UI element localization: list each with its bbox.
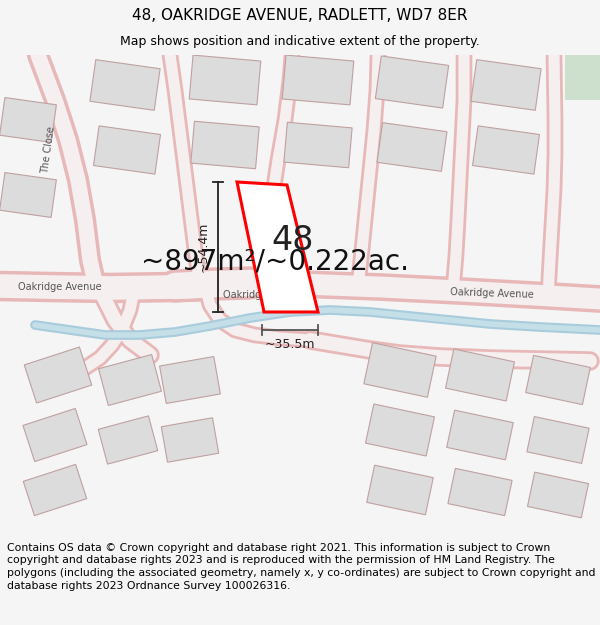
Text: Oakridge Avenue: Oakridge Avenue [223, 290, 307, 300]
Polygon shape [367, 465, 433, 515]
Polygon shape [237, 182, 318, 312]
Polygon shape [365, 404, 434, 456]
Polygon shape [527, 417, 589, 463]
Polygon shape [98, 354, 161, 406]
Polygon shape [191, 121, 259, 169]
Polygon shape [446, 349, 514, 401]
Polygon shape [0, 173, 56, 218]
Text: 48, OAKRIDGE AVENUE, RADLETT, WD7 8ER: 48, OAKRIDGE AVENUE, RADLETT, WD7 8ER [132, 8, 468, 23]
Polygon shape [284, 122, 352, 168]
Polygon shape [473, 126, 539, 174]
Text: Map shows position and indicative extent of the property.: Map shows position and indicative extent… [120, 35, 480, 48]
Text: ~897m²/~0.222ac.: ~897m²/~0.222ac. [141, 247, 409, 275]
Polygon shape [377, 122, 447, 171]
Polygon shape [282, 55, 354, 105]
Polygon shape [98, 416, 158, 464]
Text: Contains OS data © Crown copyright and database right 2021. This information is : Contains OS data © Crown copyright and d… [7, 542, 596, 591]
Polygon shape [0, 98, 56, 142]
Polygon shape [565, 55, 600, 100]
Text: ~54.4m: ~54.4m [197, 222, 210, 272]
Polygon shape [471, 59, 541, 111]
Polygon shape [161, 418, 219, 462]
Polygon shape [364, 342, 436, 398]
Text: 48: 48 [272, 224, 314, 256]
Polygon shape [526, 356, 590, 404]
Polygon shape [94, 126, 160, 174]
Polygon shape [23, 408, 87, 462]
Text: Oakridge Avenue: Oakridge Avenue [450, 286, 534, 299]
Polygon shape [448, 468, 512, 516]
Polygon shape [23, 464, 87, 516]
Polygon shape [447, 410, 513, 460]
Text: Oakridge Avenue: Oakridge Avenue [18, 282, 101, 292]
Text: The Close: The Close [40, 126, 56, 174]
Polygon shape [24, 347, 92, 403]
Text: ~35.5m: ~35.5m [265, 338, 315, 351]
Polygon shape [189, 55, 261, 105]
Polygon shape [376, 56, 449, 108]
Polygon shape [160, 356, 220, 404]
Polygon shape [527, 472, 589, 518]
Polygon shape [90, 59, 160, 111]
